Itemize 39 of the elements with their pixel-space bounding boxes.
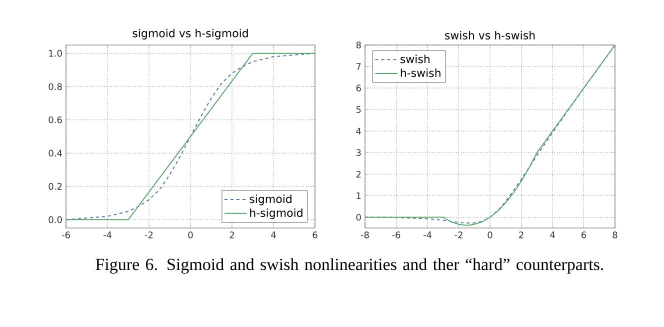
- y-tick-label: 5: [356, 106, 361, 113]
- y-tick-label: 0.6: [48, 116, 62, 124]
- x-tick-label: 4: [550, 232, 555, 238]
- x-tick-label: -2: [144, 232, 153, 238]
- y-tick-label: 6: [356, 84, 361, 92]
- caption: Figure 6. Sigmoid and swish nonlinearities and ther “hard” counterparts.: [96, 258, 604, 274]
- x-tick-label: -6: [62, 232, 70, 238]
- x-tick-label: 8: [612, 232, 618, 238]
- x-tick-label: 6: [582, 232, 586, 238]
- y-tick-label: 7: [356, 63, 361, 70]
- y-tick-label: 1: [356, 192, 361, 199]
- x-tick-label: -6: [392, 232, 400, 238]
- y-tick-label: 8: [356, 42, 361, 48]
- y-tick-label: 1.0: [49, 50, 62, 57]
- y-tick-label: 3: [356, 149, 361, 156]
- line-series: [66, 52, 316, 220]
- y-tick-label: 0.8: [48, 83, 62, 90]
- x-tick-label: -2: [454, 232, 462, 238]
- x-tick-label: 2: [519, 232, 524, 238]
- chart-title: sigmoid vs h-sigmoid: [132, 28, 248, 40]
- legend-label: h-swish: [400, 68, 440, 78]
- y-tick-label: 2: [356, 170, 361, 178]
- y-tick-label: 0.2: [48, 183, 62, 190]
- chart-title: swish vs h-swish: [445, 30, 535, 40]
- legend-label: swish: [400, 54, 430, 64]
- x-tick-label: -4: [103, 232, 112, 238]
- x-tick-label: 6: [312, 232, 318, 238]
- y-tick-label: 0.4: [48, 150, 62, 157]
- x-tick-label: 0: [488, 232, 492, 238]
- y-tick-label: 0: [356, 214, 361, 221]
- x-tick-label: 4: [271, 232, 276, 238]
- y-tick-label: 0.0: [48, 216, 62, 224]
- legend-label: h-sigmoid: [250, 208, 302, 220]
- x-tick-label: -8: [360, 232, 369, 238]
- legend-label: sigmoid: [250, 194, 292, 206]
- x-tick-label: 0: [188, 232, 193, 238]
- x-tick-label: -4: [423, 232, 432, 238]
- x-tick-label: 2: [230, 232, 234, 238]
- y-tick-label: 4: [356, 128, 361, 134]
